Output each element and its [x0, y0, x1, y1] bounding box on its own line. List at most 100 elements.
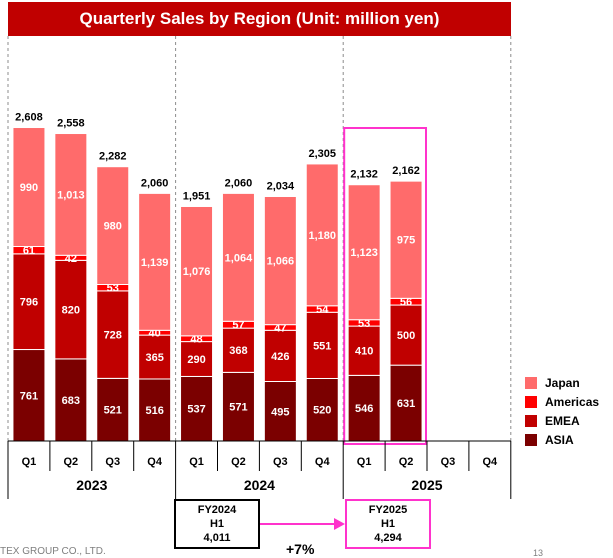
total-label-4: 1,951	[183, 190, 211, 202]
quarter-label-1: Q2	[64, 456, 79, 468]
page-number: 13	[533, 548, 544, 558]
growth-rate: +7%	[286, 541, 315, 557]
chart-title: Quarterly Sales by Region (Unit: million…	[8, 2, 511, 36]
value-label-americas-4: 48	[190, 334, 202, 346]
total-label-3: 2,060	[141, 177, 169, 189]
year-label-2024: 2024	[244, 477, 275, 493]
fy2024-h1-box: FY2024 H1 4,011	[174, 499, 260, 549]
value-label-asia-2: 521	[104, 405, 122, 417]
value-label-emea-3: 365	[145, 352, 163, 364]
fy2025-h1-value: 4,294	[374, 532, 402, 544]
legend-item-asia: ASIA	[525, 430, 599, 449]
value-label-americas-2: 53	[107, 283, 119, 295]
value-label-asia-8: 546	[355, 403, 373, 415]
bar-segment-emea-4	[180, 341, 214, 377]
value-label-asia-7: 520	[313, 405, 331, 417]
bar-segment-asia-0	[12, 349, 46, 442]
year-label-2023: 2023	[76, 477, 107, 493]
bar-segment-emea-7	[305, 311, 339, 379]
value-label-asia-6: 495	[271, 406, 289, 418]
value-label-japan-9: 975	[397, 235, 415, 247]
value-label-japan-3: 1,139	[141, 257, 169, 269]
bar-segment-emea-5	[221, 327, 255, 373]
quarter-label-0: Q1	[22, 456, 37, 468]
bar-segment-emea-0	[12, 253, 46, 351]
legend: Japan Americas EMEA ASIA	[525, 373, 599, 449]
quarter-label-4: Q1	[189, 456, 204, 468]
total-label-9: 2,162	[392, 165, 420, 177]
bar-segment-emea-3	[138, 334, 172, 380]
value-label-americas-1: 42	[65, 253, 77, 265]
quarter-label-5: Q2	[231, 456, 246, 468]
quarter-label-7: Q4	[315, 456, 331, 468]
bar-segment-asia-7	[305, 377, 339, 442]
value-label-emea-1: 820	[62, 305, 80, 317]
fy2024-h1-value: 4,011	[203, 532, 231, 544]
value-label-asia-1: 683	[62, 395, 80, 407]
legend-item-japan: Japan	[525, 373, 599, 392]
fy2024-h1-label: H1	[209, 518, 225, 530]
bar-segment-japan-2	[96, 166, 130, 285]
value-label-americas-7: 54	[316, 304, 329, 316]
total-label-2: 2,282	[99, 151, 127, 163]
growth-arrow-head	[334, 518, 345, 530]
value-label-americas-9: 56	[400, 297, 412, 309]
legend-swatch-emea	[525, 414, 537, 427]
bar-segment-emea-2	[96, 290, 130, 379]
bar-segment-emea-1	[54, 259, 88, 360]
value-label-americas-6: 47	[274, 322, 286, 334]
quarter-label-11: Q4	[483, 456, 499, 468]
value-label-emea-9: 500	[397, 330, 415, 342]
value-label-asia-9: 631	[397, 398, 415, 410]
value-label-japan-0: 990	[20, 182, 38, 194]
total-label-8: 2,132	[350, 169, 378, 181]
value-label-emea-4: 290	[187, 354, 205, 366]
total-label-7: 2,305	[308, 148, 336, 160]
value-label-americas-8: 53	[358, 318, 370, 330]
value-label-japan-4: 1,076	[183, 266, 211, 278]
legend-item-americas: Americas	[525, 392, 599, 411]
legend-swatch-americas	[525, 395, 537, 408]
bar-segment-japan-4	[180, 205, 214, 337]
fy2025-h1-box: FY2025 H1 4,294	[345, 499, 431, 549]
quarter-label-6: Q3	[273, 456, 288, 468]
quarter-label-2: Q3	[105, 456, 120, 468]
value-label-americas-5: 57	[232, 320, 244, 332]
legend-swatch-japan	[525, 376, 537, 389]
total-label-5: 2,060	[225, 177, 253, 189]
value-label-asia-0: 761	[20, 390, 38, 402]
value-label-emea-8: 410	[355, 346, 373, 358]
total-label-1: 2,558	[57, 118, 85, 130]
bar-segment-emea-9	[389, 304, 423, 366]
value-label-emea-0: 796	[20, 297, 38, 309]
value-label-japan-5: 1,064	[225, 252, 253, 264]
value-label-asia-5: 571	[229, 402, 247, 414]
value-label-emea-2: 728	[104, 330, 122, 342]
bar-segment-japan-0	[12, 127, 46, 248]
fy2024-label: FY2024	[197, 504, 237, 516]
bar-segment-japan-8	[347, 184, 381, 321]
bar-segment-asia-5	[221, 371, 255, 442]
value-label-americas-0: 61	[23, 245, 35, 257]
footer-company: TEX GROUP CO., LTD.	[0, 546, 106, 557]
value-label-japan-8: 1,123	[350, 247, 378, 259]
bar-segment-japan-5	[221, 192, 255, 322]
total-label-0: 2,608	[15, 112, 43, 124]
legend-item-emea: EMEA	[525, 411, 599, 430]
year-label-2025: 2025	[411, 477, 442, 493]
total-label-6: 2,034	[267, 181, 295, 193]
bar-segment-asia-3	[138, 378, 172, 442]
quarter-label-3: Q4	[147, 456, 163, 468]
value-label-japan-7: 1,180	[308, 230, 336, 242]
legend-label-americas: Americas	[545, 394, 600, 409]
legend-label-japan: Japan	[545, 375, 580, 390]
bar-segment-japan-6	[263, 196, 297, 326]
quarter-label-10: Q3	[441, 456, 456, 468]
bar-segment-japan-1	[54, 133, 88, 256]
value-label-asia-4: 537	[187, 404, 205, 416]
bar-segment-japan-3	[138, 192, 172, 331]
bar-segment-asia-9	[389, 364, 423, 442]
fy2025-label: FY2025	[368, 504, 408, 516]
value-label-japan-2: 980	[104, 221, 122, 233]
